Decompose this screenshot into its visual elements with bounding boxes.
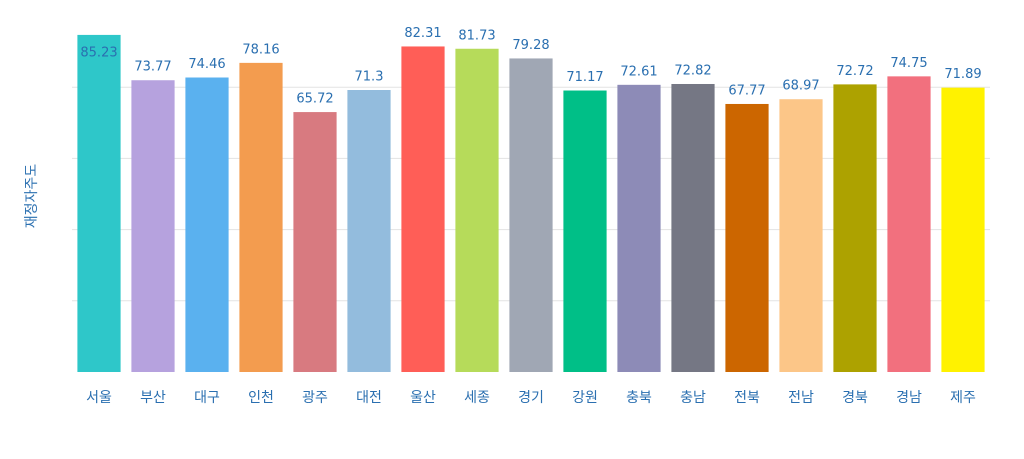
y-axis-title: 재정자주도 [24, 164, 40, 229]
x-tick-label: 울산 [410, 390, 436, 406]
x-tick-label: 전북 [734, 390, 760, 406]
bar [563, 90, 607, 373]
bar [401, 46, 445, 373]
x-tick-label: 충남 [680, 390, 706, 406]
bar [671, 83, 715, 373]
bar [833, 84, 877, 373]
value-label: 81.73 [458, 28, 495, 43]
value-label: 67.77 [728, 83, 765, 98]
bar [725, 103, 769, 372]
x-tick-label: 대전 [356, 390, 382, 406]
value-label: 74.46 [188, 57, 225, 72]
x-tick-label: 부산 [140, 390, 166, 406]
value-label: 71.3 [355, 70, 384, 85]
value-label: 74.75 [890, 56, 927, 71]
bar [455, 48, 499, 372]
value-label: 72.61 [620, 64, 657, 79]
bar [293, 112, 337, 373]
value-label: 73.77 [134, 60, 171, 75]
bar [887, 76, 931, 372]
x-tick-label: 인천 [248, 390, 274, 406]
x-tick-label: 서울 [86, 390, 112, 406]
value-label: 85.23 [80, 45, 117, 60]
x-tick-label: 제주 [950, 390, 976, 406]
bar [185, 77, 229, 372]
value-label: 82.31 [404, 26, 441, 41]
x-tick-label: 전남 [788, 390, 814, 406]
x-tick-label: 경북 [842, 390, 868, 406]
x-tick-label: 충북 [626, 390, 652, 406]
bar [77, 34, 121, 373]
value-label: 68.97 [782, 79, 819, 94]
bar [131, 80, 175, 372]
x-tick-label: 광주 [302, 390, 328, 406]
value-label: 72.72 [836, 64, 873, 79]
x-tick-label: 경기 [518, 390, 544, 406]
value-label: 71.89 [944, 67, 981, 82]
value-label: 72.82 [674, 63, 711, 78]
bar [941, 87, 985, 372]
value-label: 79.28 [512, 38, 549, 53]
value-label: 71.17 [566, 70, 603, 85]
x-tick-label: 세종 [464, 390, 490, 406]
value-label: 78.16 [242, 42, 279, 57]
x-tick-label: 강원 [572, 390, 598, 406]
bar [347, 90, 391, 373]
x-tick-label: 대구 [194, 390, 220, 406]
bar [779, 99, 823, 372]
bar [509, 58, 553, 372]
bar [617, 84, 661, 373]
value-label: 65.72 [296, 92, 333, 107]
bar [239, 62, 283, 373]
x-tick-label: 경남 [896, 390, 922, 406]
